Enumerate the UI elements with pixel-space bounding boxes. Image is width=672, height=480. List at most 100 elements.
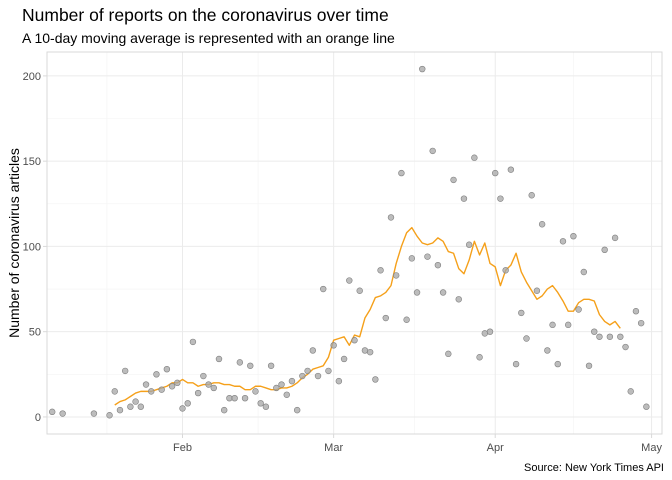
data-point	[570, 232, 577, 240]
data-point	[413, 289, 421, 296]
data-point	[189, 338, 197, 346]
data-point	[194, 389, 202, 397]
y-tick-label: 150	[23, 156, 41, 168]
data-point	[424, 253, 431, 260]
data-point	[408, 255, 416, 262]
data-point	[267, 362, 275, 369]
chart-subtitle: A 10-day moving average is represented w…	[22, 30, 395, 46]
data-point	[210, 384, 217, 392]
y-tick-label: 200	[23, 71, 41, 83]
data-point	[116, 406, 124, 414]
data-point	[241, 394, 249, 402]
data-point	[528, 192, 535, 199]
data-point	[403, 316, 410, 323]
x-tick-label-apr: Apr	[487, 442, 504, 454]
data-point	[142, 381, 150, 388]
data-point	[554, 360, 561, 368]
axis-ticks	[43, 75, 653, 438]
data-point	[382, 314, 389, 322]
data-point	[106, 412, 113, 419]
data-point	[163, 366, 171, 373]
data-point	[460, 195, 468, 202]
data-point	[392, 272, 400, 279]
data-point	[429, 147, 436, 155]
data-point	[49, 408, 56, 416]
data-point	[455, 296, 462, 303]
moving-average-layer	[114, 226, 621, 406]
data-point	[387, 214, 395, 221]
data-point	[377, 267, 384, 274]
grid-lines	[47, 52, 662, 434]
data-point	[137, 403, 145, 410]
data-point	[346, 277, 353, 284]
data-point	[445, 350, 452, 358]
data-point	[356, 287, 363, 294]
data-point	[632, 308, 640, 315]
data-point	[585, 362, 593, 369]
data-point	[434, 261, 442, 269]
data-point	[637, 319, 645, 327]
data-point	[278, 381, 285, 388]
data-point	[512, 360, 520, 368]
data-point	[617, 333, 624, 340]
data-point	[179, 405, 186, 412]
y-tick-label: 100	[23, 241, 41, 253]
data-point	[502, 267, 509, 274]
y-tick-label: 50	[29, 327, 41, 339]
data-point	[601, 246, 608, 254]
data-point	[486, 328, 494, 335]
data-point	[288, 377, 296, 385]
data-point	[450, 176, 457, 184]
x-tick-label-may: May	[641, 442, 662, 454]
data-point	[231, 394, 238, 402]
data-point	[419, 65, 426, 73]
data-point	[236, 359, 244, 366]
data-point	[153, 371, 160, 378]
data-point	[59, 410, 66, 417]
data-point	[507, 166, 515, 173]
data-point	[184, 400, 191, 407]
x-tick-label-feb: Feb	[173, 442, 192, 454]
data-point	[622, 343, 629, 351]
data-point	[325, 367, 332, 375]
y-axis-title: Number of coronavirus articles	[6, 148, 22, 338]
data-point	[497, 195, 504, 202]
data-point	[596, 333, 603, 340]
chart-caption: Source: New York Times API	[524, 462, 664, 474]
data-point	[314, 372, 322, 380]
data-point	[335, 377, 343, 385]
data-point	[148, 388, 155, 395]
data-point	[252, 388, 259, 395]
data-point	[591, 328, 598, 335]
data-point	[205, 381, 212, 388]
data-point	[575, 306, 582, 313]
data-point	[544, 347, 551, 354]
data-point	[492, 169, 499, 177]
data-point	[132, 398, 139, 405]
data-point	[309, 347, 317, 354]
x-tick-label-mar: Mar	[324, 442, 343, 454]
data-point	[283, 391, 290, 398]
data-point	[366, 348, 374, 356]
data-point	[465, 241, 473, 248]
data-point	[559, 238, 567, 245]
data-point	[168, 383, 176, 390]
data-point	[611, 234, 619, 242]
data-point	[351, 337, 358, 344]
y-axis-tick-labels: 0 50 100 150 200	[23, 71, 41, 424]
data-point	[580, 268, 588, 276]
data-point	[398, 169, 405, 177]
data-point	[533, 287, 541, 294]
data-point	[330, 342, 337, 349]
data-point	[90, 410, 98, 417]
data-point	[304, 367, 311, 375]
data-point	[127, 403, 134, 410]
data-point	[606, 333, 614, 340]
data-point	[299, 372, 306, 380]
data-point	[538, 221, 546, 228]
data-points	[49, 65, 650, 419]
data-point	[523, 335, 530, 342]
data-point	[340, 355, 348, 363]
data-point	[200, 372, 207, 380]
